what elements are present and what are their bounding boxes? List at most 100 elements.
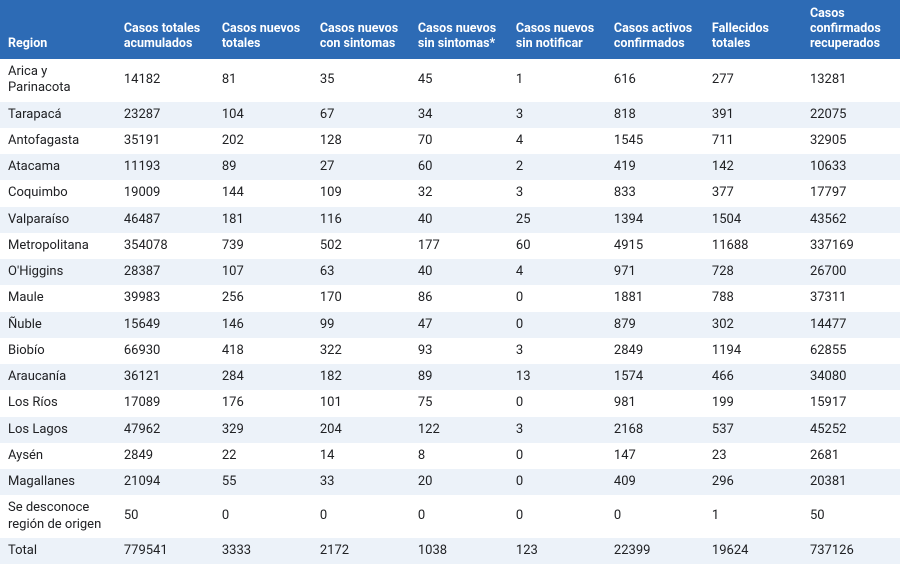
cell-value: 879 xyxy=(606,312,704,338)
cell-value: 60 xyxy=(508,233,606,259)
cell-value: 739 xyxy=(214,233,312,259)
cell-value: 502 xyxy=(312,233,410,259)
cell-value: 32905 xyxy=(802,128,900,154)
cell-value: 17089 xyxy=(116,390,214,416)
cell-value: 43562 xyxy=(802,207,900,233)
cell-value: 45252 xyxy=(802,417,900,443)
cell-value: 1574 xyxy=(606,364,704,390)
table-row-total: Total77954133332172103812322399196247371… xyxy=(0,538,900,564)
cell-value: 23287 xyxy=(116,102,214,128)
cell-value: 19624 xyxy=(704,538,802,564)
cell-value: 728 xyxy=(704,259,802,285)
cell-value: 4 xyxy=(508,128,606,154)
cell-value: 3 xyxy=(508,102,606,128)
cell-value: 0 xyxy=(606,495,704,538)
cell-value: 616 xyxy=(606,59,704,102)
cell-region: Maule xyxy=(0,285,116,311)
cell-value: 20 xyxy=(410,469,508,495)
cell-value: 104 xyxy=(214,102,312,128)
cell-region: Valparaíso xyxy=(0,207,116,233)
cell-value: 1504 xyxy=(704,207,802,233)
cell-value: 1 xyxy=(508,59,606,102)
table-row: Los Ríos1708917610175098119915917 xyxy=(0,390,900,416)
cell-value: 50 xyxy=(802,495,900,538)
cell-value: 737126 xyxy=(802,538,900,564)
cell-value: 177 xyxy=(410,233,508,259)
cell-value: 70 xyxy=(410,128,508,154)
cell-value: 14182 xyxy=(116,59,214,102)
cell-value: 34 xyxy=(410,102,508,128)
table-row: Biobío669304183229332849119462855 xyxy=(0,338,900,364)
table-row: Los Lagos479623292041223216853745252 xyxy=(0,417,900,443)
cell-value: 391 xyxy=(704,102,802,128)
table-row: Metropolitana354078739502177604915116883… xyxy=(0,233,900,259)
cell-value: 123 xyxy=(508,538,606,564)
cell-value: 0 xyxy=(508,312,606,338)
cell-value: 21094 xyxy=(116,469,214,495)
cell-value: 409 xyxy=(606,469,704,495)
cell-value: 8 xyxy=(410,443,508,469)
cell-value: 36121 xyxy=(116,364,214,390)
cell-value: 199 xyxy=(704,390,802,416)
cell-value: 779541 xyxy=(116,538,214,564)
cell-region: Total xyxy=(0,538,116,564)
cell-region: Tarapacá xyxy=(0,102,116,128)
cell-value: 0 xyxy=(508,390,606,416)
cell-value: 170 xyxy=(312,285,410,311)
table-row: Se desconoce región de origen5000000150 xyxy=(0,495,900,538)
cell-value: 818 xyxy=(606,102,704,128)
cell-value: 122 xyxy=(410,417,508,443)
cell-value: 3 xyxy=(508,338,606,364)
cell-value: 13 xyxy=(508,364,606,390)
cell-value: 89 xyxy=(410,364,508,390)
table-row: Maule39983256170860188178837311 xyxy=(0,285,900,311)
cell-value: 256 xyxy=(214,285,312,311)
cell-region: Ñuble xyxy=(0,312,116,338)
table-row: Valparaíso4648718111640251394150443562 xyxy=(0,207,900,233)
cell-value: 81 xyxy=(214,59,312,102)
table-body: Arica y Parinacota1418281354516162771328… xyxy=(0,59,900,564)
cell-value: 176 xyxy=(214,390,312,416)
cell-value: 466 xyxy=(704,364,802,390)
cell-value: 22 xyxy=(214,443,312,469)
cell-value: 89 xyxy=(214,154,312,180)
cell-value: 2849 xyxy=(606,338,704,364)
table-row: Araucanía361212841828913157446634080 xyxy=(0,364,900,390)
cell-value: 19009 xyxy=(116,180,214,206)
cell-value: 37311 xyxy=(802,285,900,311)
table-row: Antofagasta35191202128704154571132905 xyxy=(0,128,900,154)
cell-value: 1394 xyxy=(606,207,704,233)
cell-value: 33 xyxy=(312,469,410,495)
cell-value: 62855 xyxy=(802,338,900,364)
table-row: O'Higgins283871076340497172826700 xyxy=(0,259,900,285)
cell-value: 2849 xyxy=(116,443,214,469)
cell-value: 788 xyxy=(704,285,802,311)
cell-value: 0 xyxy=(214,495,312,538)
cell-region: Arica y Parinacota xyxy=(0,59,116,102)
cell-value: 55 xyxy=(214,469,312,495)
cell-region: Coquimbo xyxy=(0,180,116,206)
cell-value: 2681 xyxy=(802,443,900,469)
cell-region: Los Lagos xyxy=(0,417,116,443)
cell-region: Atacama xyxy=(0,154,116,180)
cell-value: 1 xyxy=(704,495,802,538)
cell-value: 40 xyxy=(410,259,508,285)
table-row: Tarapacá232871046734381839122075 xyxy=(0,102,900,128)
cell-value: 32 xyxy=(410,180,508,206)
cell-value: 3 xyxy=(508,417,606,443)
cell-value: 202 xyxy=(214,128,312,154)
cell-value: 0 xyxy=(508,495,606,538)
cell-value: 66930 xyxy=(116,338,214,364)
cell-value: 15917 xyxy=(802,390,900,416)
col-header-activos: Casos activos confirmados xyxy=(606,0,704,59)
cell-value: 302 xyxy=(704,312,802,338)
cell-value: 537 xyxy=(704,417,802,443)
cell-value: 0 xyxy=(312,495,410,538)
cell-value: 45 xyxy=(410,59,508,102)
cell-value: 47962 xyxy=(116,417,214,443)
cell-value: 2172 xyxy=(312,538,410,564)
cell-value: 22399 xyxy=(606,538,704,564)
cell-value: 35 xyxy=(312,59,410,102)
cell-value: 419 xyxy=(606,154,704,180)
cell-value: 1038 xyxy=(410,538,508,564)
